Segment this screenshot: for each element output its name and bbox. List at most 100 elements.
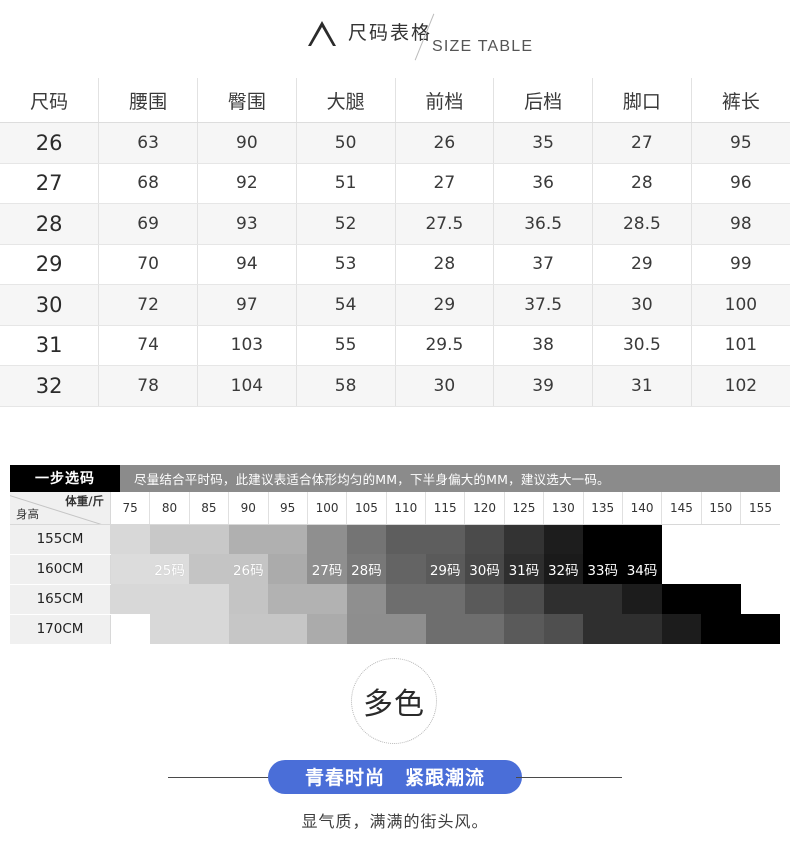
weight-column-header: 120 bbox=[464, 491, 505, 525]
measurement-cell: 50 bbox=[296, 122, 396, 164]
size-recommendation-cell bbox=[386, 614, 426, 644]
selector-weight-row: 体重/斤 身高 75 80 85 90 95 100 105 110 115 120 125 130 1… bbox=[10, 491, 780, 525]
weight-column-header: 95 bbox=[268, 491, 308, 525]
size-value-cell: 30 bbox=[0, 284, 100, 326]
measurement-cell: 74 bbox=[98, 325, 198, 366]
size-recommendation-cell bbox=[386, 554, 426, 584]
size-recommendation-cell bbox=[149, 524, 190, 554]
selector-header: 一步选码 尽量结合平时码，此建议表适合体形均匀的MM，下半身偏大的MM，建议选大… bbox=[10, 464, 780, 492]
size-recommendation-cell bbox=[307, 614, 347, 644]
measurement-cell: 51 bbox=[296, 163, 396, 204]
selector-row: 155CM bbox=[10, 524, 780, 555]
size-recommendation-cell bbox=[110, 524, 150, 554]
banner-rule-left bbox=[168, 776, 273, 778]
size-recommendation-cell bbox=[543, 614, 583, 644]
size-recommendation-cell bbox=[386, 524, 426, 554]
size-table-column-header: 尺码 bbox=[0, 78, 100, 123]
size-label-cell: 34码 bbox=[622, 554, 662, 584]
table-row: 32 78 104 58 30 39 31 102 bbox=[0, 365, 790, 407]
measurement-cell: 96 bbox=[691, 163, 790, 204]
axis-corner-cell: 体重/斤 身高 bbox=[10, 491, 111, 525]
size-recommendation-cell bbox=[307, 584, 347, 614]
color-variant-badge: 多色 bbox=[351, 657, 437, 744]
size-recommendation-cell bbox=[228, 614, 268, 644]
size-recommendation-cell bbox=[110, 584, 150, 614]
page-title: 尺码表格 bbox=[348, 22, 433, 44]
measurement-cell: 100 bbox=[691, 284, 790, 326]
measurement-cell: 30 bbox=[395, 365, 495, 407]
size-recommendation-cell bbox=[583, 614, 623, 644]
size-recommendation-cell bbox=[189, 584, 229, 614]
size-recommendation-cell bbox=[425, 584, 465, 614]
size-recommendation-cell bbox=[740, 584, 780, 614]
banner-rule-right bbox=[516, 776, 622, 778]
size-value-cell: 31 bbox=[0, 325, 100, 366]
size-label-cell: 26码 bbox=[228, 554, 268, 584]
size-recommendation-cell bbox=[740, 554, 780, 584]
page-subtitle: SIZE TABLE bbox=[432, 38, 534, 55]
size-value-cell: 27 bbox=[0, 163, 100, 204]
weight-column-header: 155 bbox=[740, 491, 780, 525]
measurement-cell: 37.5 bbox=[493, 284, 593, 326]
height-axis-label: 身高 bbox=[16, 506, 39, 521]
size-table-column-header: 腰围 bbox=[98, 78, 198, 123]
size-recommendation-cell bbox=[622, 584, 662, 614]
weight-column-header: 85 bbox=[189, 491, 230, 525]
measurement-cell: 54 bbox=[296, 284, 396, 326]
size-table-column-header: 脚口 bbox=[592, 78, 692, 123]
weight-column-header: 90 bbox=[228, 491, 269, 525]
measurement-cell: 102 bbox=[691, 365, 790, 407]
size-recommendation-cell bbox=[543, 584, 583, 614]
selector-row: 165CM bbox=[10, 584, 780, 615]
size-label-cell: 33码 bbox=[583, 554, 623, 584]
size-recommendation-cell bbox=[701, 554, 741, 584]
size-recommendation-cell bbox=[149, 584, 190, 614]
measurement-cell: 29 bbox=[395, 284, 495, 326]
size-table-column-header: 前档 bbox=[395, 78, 495, 123]
size-table-body: 26 63 90 50 26 35 27 95 27 68 92 51 27 36 28 96 28 69 93 52… bbox=[0, 122, 790, 407]
selector-row: 160CM 25码 26码 27码 28码 29码 30码 31码 32码 33码 34码 bbox=[10, 554, 780, 585]
measurement-cell: 27 bbox=[592, 122, 692, 164]
measurement-cell: 30 bbox=[592, 284, 692, 326]
size-recommendation-cell bbox=[346, 524, 387, 554]
weight-column-header: 80 bbox=[149, 491, 190, 525]
measurement-cell: 52 bbox=[296, 203, 396, 245]
size-recommendation-cell bbox=[504, 614, 544, 644]
measurement-cell: 104 bbox=[197, 365, 297, 407]
size-recommendation-cell bbox=[740, 524, 780, 554]
size-recommendation-cell bbox=[268, 584, 308, 614]
measurement-cell: 36.5 bbox=[493, 203, 593, 245]
weight-column-header: 75 bbox=[110, 491, 151, 525]
size-recommendation-cell bbox=[701, 584, 741, 614]
measurement-cell: 26 bbox=[395, 122, 495, 164]
measurement-cell: 99 bbox=[691, 244, 790, 285]
selector-grid-body: 155CM 160CM 25码 26码 27码 28码 29码 30码 31码 32码 33码 34码… bbox=[10, 524, 780, 644]
weight-axis-label: 体重/斤 bbox=[65, 493, 104, 508]
size-recommendation-cell bbox=[464, 524, 505, 554]
measurement-cell: 55 bbox=[296, 325, 396, 366]
size-recommendation-cell bbox=[661, 524, 702, 554]
selector-grid: 体重/斤 身高 75 80 85 90 95 100 105 110 115 120 125 130 1… bbox=[10, 491, 780, 644]
weight-column-header: 125 bbox=[504, 491, 545, 525]
table-row: 30 72 97 54 29 37.5 30 100 bbox=[0, 284, 790, 326]
measurement-cell: 101 bbox=[691, 325, 790, 366]
size-recommendation-cell bbox=[622, 614, 662, 644]
measurement-cell: 90 bbox=[197, 122, 297, 164]
size-recommendation-cell bbox=[661, 584, 702, 614]
measurement-cell: 92 bbox=[197, 163, 297, 204]
measurement-cell: 37 bbox=[493, 244, 593, 285]
size-recommendation-cell bbox=[583, 584, 623, 614]
measurement-cell: 97 bbox=[197, 284, 297, 326]
measurement-cell: 63 bbox=[98, 122, 198, 164]
measurement-cell: 70 bbox=[98, 244, 198, 285]
size-value-cell: 28 bbox=[0, 203, 100, 245]
size-recommendation-cell bbox=[149, 614, 190, 644]
size-label-cell: 25码 bbox=[149, 554, 190, 584]
measurement-cell: 27 bbox=[395, 163, 495, 204]
size-recommendation-cell bbox=[701, 524, 741, 554]
selector-grid-head: 体重/斤 身高 75 80 85 90 95 100 105 110 115 120 125 130 1… bbox=[10, 491, 780, 525]
measurement-cell: 28 bbox=[395, 244, 495, 285]
size-table-head: 尺码 腰围 臀围 大腿 前档 后档 脚口 裤长 bbox=[0, 78, 790, 123]
measurement-cell: 53 bbox=[296, 244, 396, 285]
measurement-cell: 28 bbox=[592, 163, 692, 204]
